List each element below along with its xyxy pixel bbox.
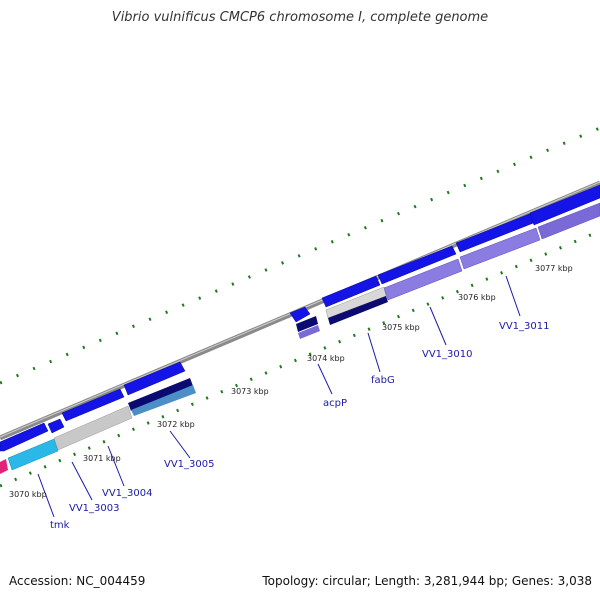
pink-feature[interactable]	[0, 459, 8, 474]
gene-label[interactable]: acpP	[323, 398, 347, 409]
steel-feature[interactable]	[131, 385, 196, 416]
cyan-feature[interactable]	[7, 438, 59, 471]
gray-feature[interactable]	[53, 405, 133, 451]
genome-summary-text: Topology: circular; Length: 3,281,944 bp…	[262, 574, 592, 588]
navy-feature[interactable]	[328, 296, 388, 325]
cds-feature[interactable]	[321, 275, 381, 308]
purple-feature[interactable]	[383, 258, 463, 301]
tick-label: 3077 kbp	[535, 264, 573, 273]
tick-label: 3070 kbp	[9, 490, 47, 499]
inner-tick-ring	[0, 229, 600, 488]
tick-label: 3073 kbp	[231, 387, 269, 396]
tick-label: 3071 kbp	[83, 454, 121, 463]
gene-leader-lines	[37, 275, 521, 518]
reverse-strand-features	[0, 202, 600, 474]
gene-label[interactable]: VV1_3004	[102, 488, 153, 499]
forward-strand-features	[0, 184, 600, 452]
cds-feature[interactable]	[529, 184, 600, 226]
purple-feature[interactable]	[459, 227, 541, 270]
cds-feature[interactable]	[47, 418, 65, 434]
cds-feature[interactable]	[123, 361, 186, 396]
gene-label[interactable]: VV1_3011	[499, 321, 550, 332]
gene-label[interactable]: VV1_3003	[69, 503, 120, 514]
outer-tick-ring	[0, 126, 600, 385]
gene-label[interactable]: tmk	[50, 520, 70, 531]
cds-feature[interactable]	[61, 388, 125, 422]
cds-feature[interactable]	[289, 306, 311, 323]
gene-label[interactable]: VV1_3010	[422, 349, 473, 360]
tick-label: 3074 kbp	[307, 354, 345, 363]
navy-feature[interactable]	[128, 378, 193, 411]
accession-text: Accession: NC_004459	[9, 574, 146, 588]
purple-feature[interactable]	[298, 325, 320, 339]
purple-feature[interactable]	[537, 202, 600, 240]
tick-label: 3072 kbp	[157, 420, 195, 429]
gene-label[interactable]: fabG	[371, 375, 395, 386]
cds-feature[interactable]	[0, 422, 49, 452]
gene-label[interactable]: VV1_3005	[164, 459, 215, 470]
tick-label: 3076 kbp	[458, 293, 496, 302]
navy-feature[interactable]	[296, 316, 318, 332]
map-title: Vibrio vulnificus CMCP6 chromosome I, co…	[111, 10, 489, 25]
cds-feature[interactable]	[377, 245, 457, 285]
tick-label: 3075 kbp	[382, 323, 420, 332]
